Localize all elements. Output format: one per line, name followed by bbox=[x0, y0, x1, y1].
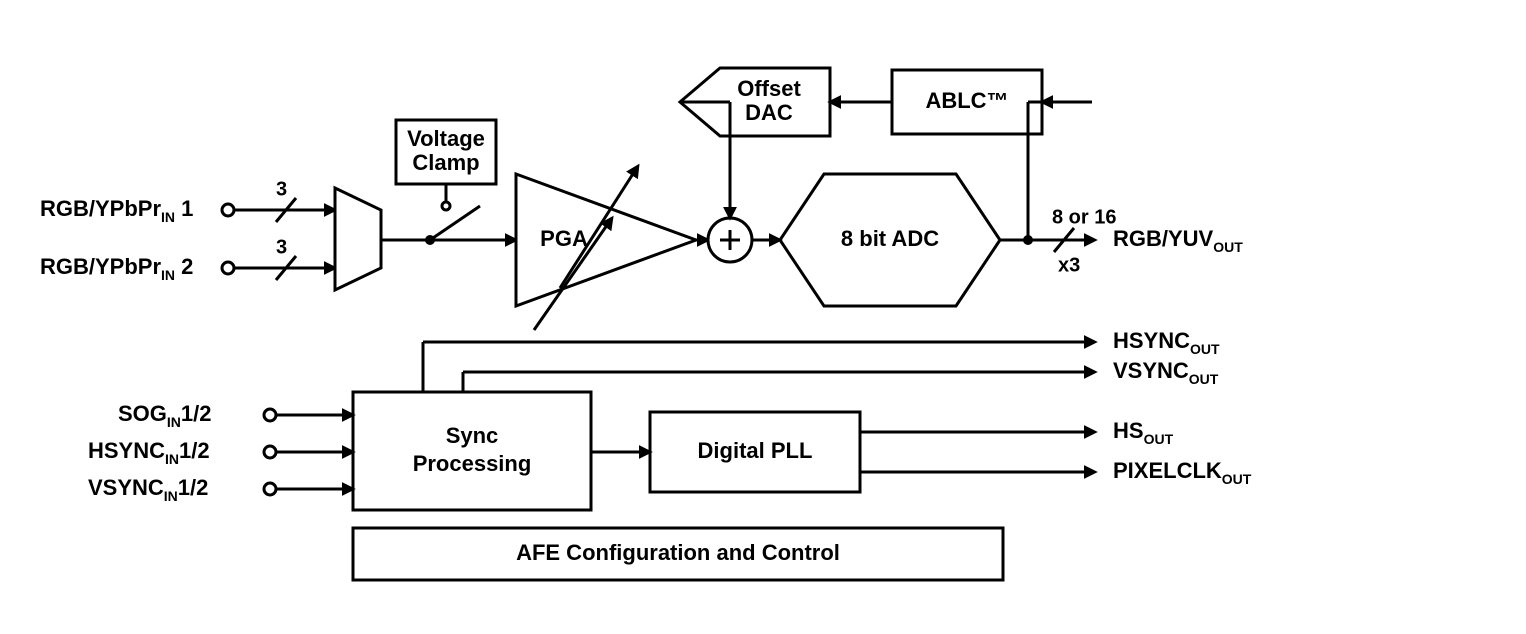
svg-text:AFE Configuration and Control: AFE Configuration and Control bbox=[516, 540, 840, 565]
afe-block-diagram: RGB/YPbPrIN 1 3 RGB/YPbPrIN 2 3 VoltageClamp… bbox=[0, 0, 1526, 634]
svg-text:3: 3 bbox=[276, 178, 287, 200]
svg-text:RGB/YPbPrIN 1: RGB/YPbPrIN 1 bbox=[40, 196, 193, 225]
svg-text:PIXELCLKOUT: PIXELCLKOUT bbox=[1113, 458, 1252, 487]
svg-text:RGB/YUVOUT: RGB/YUVOUT bbox=[1113, 226, 1243, 255]
svg-text:HSYNCIN1/2: HSYNCIN1/2 bbox=[88, 438, 210, 467]
svg-text:Digital PLL: Digital PLL bbox=[698, 438, 813, 463]
svg-text:SOGIN1/2: SOGIN1/2 bbox=[118, 401, 212, 430]
svg-text:Clamp: Clamp bbox=[412, 150, 479, 175]
input-mux bbox=[335, 188, 381, 290]
svg-text:Offset: Offset bbox=[737, 76, 801, 101]
svg-text:x3: x3 bbox=[1058, 254, 1080, 276]
svg-text:8 bit ADC: 8 bit ADC bbox=[841, 226, 939, 251]
svg-text:8 or 16: 8 or 16 bbox=[1052, 206, 1116, 228]
svg-text:VSYNCIN1/2: VSYNCIN1/2 bbox=[88, 475, 208, 504]
svg-text:VSYNCOUT: VSYNCOUT bbox=[1113, 358, 1219, 387]
svg-text:ABLC™: ABLC™ bbox=[925, 88, 1008, 113]
svg-text:DAC: DAC bbox=[745, 100, 793, 125]
svg-text:HSOUT: HSOUT bbox=[1113, 418, 1174, 447]
svg-text:Processing: Processing bbox=[413, 451, 532, 476]
svg-text:Voltage: Voltage bbox=[407, 126, 485, 151]
svg-text:PGA: PGA bbox=[540, 226, 588, 251]
svg-text:RGB/YPbPrIN 2: RGB/YPbPrIN 2 bbox=[40, 254, 193, 283]
svg-text:HSYNCOUT: HSYNCOUT bbox=[1113, 328, 1220, 357]
svg-text:3: 3 bbox=[276, 236, 287, 258]
svg-text:Sync: Sync bbox=[446, 423, 499, 448]
